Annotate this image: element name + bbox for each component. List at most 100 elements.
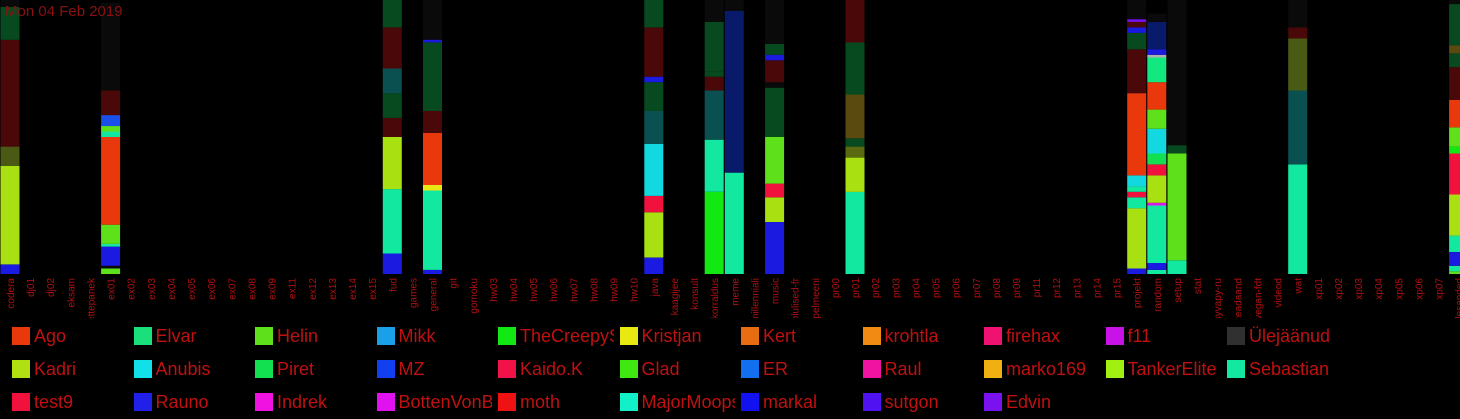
legend-item: sutgon — [862, 390, 979, 414]
bar-segment-72-1 — [1449, 265, 1460, 272]
bar-segment-38-8 — [765, 43, 785, 55]
x-tick-label: teadaand — [1233, 278, 1244, 318]
bar-segment-35-2 — [704, 90, 724, 140]
bar-segment-42-1 — [845, 157, 865, 192]
bar-segment-56-6 — [1127, 93, 1147, 176]
bar-segment-21-7 — [423, 39, 442, 43]
legend-item: krohtla — [862, 324, 979, 348]
bar-segment-57-12 — [1147, 49, 1167, 55]
bar-segment-57-4 — [1147, 175, 1167, 203]
legend-swatch — [1227, 327, 1245, 345]
legend-item: ER — [741, 357, 857, 381]
x-tick-label: hw03 — [489, 278, 500, 302]
bar-segment-42-5 — [845, 42, 865, 95]
x-tick-label: hw10 — [630, 278, 641, 302]
legend-item: Piret — [255, 357, 371, 381]
bar-segment-72-7 — [1449, 127, 1460, 147]
legend-item: test9 — [12, 390, 128, 414]
bar-segment-5-8 — [101, 115, 121, 127]
legend-item: Anubis — [133, 357, 250, 381]
bar-segment-0-5 — [0, 0, 20, 7]
legend-label: sutgon — [884, 391, 939, 412]
x-tick-label: fud — [388, 278, 399, 292]
legend-item: Elvar — [133, 324, 250, 348]
legend-label: Indrek — [277, 391, 328, 412]
bar-segment-19-1 — [382, 189, 402, 254]
x-tick-label: pr09 — [1012, 278, 1023, 298]
bar-segment-38-6 — [765, 60, 785, 83]
x-tick-label: pr05 — [932, 278, 943, 298]
legend-item: TheCreepySh — [498, 324, 614, 348]
bar-segment-58-2 — [1167, 145, 1187, 154]
legend-item: Ülejäänud — [1227, 324, 1343, 348]
x-tick-label: ex03 — [147, 278, 158, 300]
bar-segment-21-0 — [423, 269, 442, 274]
x-tick-label: vegan-fdt — [1253, 278, 1264, 318]
legend-swatch — [133, 393, 152, 411]
x-tick-label: pr02 — [871, 278, 882, 298]
x-tick-label: ex06 — [207, 278, 218, 300]
legend-item: Rauno — [133, 390, 250, 414]
x-tick-label: xp06 — [1414, 278, 1425, 300]
x-tick-label: wat — [1294, 278, 1305, 295]
x-tick-label: ex12 — [308, 278, 319, 300]
bar-segment-21-8 — [423, 0, 442, 40]
legend-label: Piret — [277, 358, 315, 379]
x-tick-label: ex13 — [328, 278, 339, 300]
bar-segment-42-3 — [845, 138, 865, 147]
legend-swatch — [619, 360, 638, 378]
bar-segment-32-2 — [644, 195, 664, 213]
bar-segment-56-10 — [1127, 21, 1147, 28]
bar-segment-57-5 — [1147, 164, 1167, 176]
x-tick-label: kaagijee — [670, 278, 681, 316]
x-tick-label: codera — [6, 278, 17, 309]
x-tick-label: millenniali — [750, 278, 761, 318]
legend-label: Kert — [763, 325, 797, 346]
x-tick-label: eksam — [66, 278, 77, 307]
bar-segment-0-2 — [0, 146, 20, 166]
legend-label: Raul — [884, 358, 922, 379]
x-tick-label: pr11 — [1032, 278, 1043, 298]
bar-segment-57-1 — [1147, 263, 1167, 270]
x-tick-label: xp01 — [1314, 278, 1325, 300]
bar-segment-64-2 — [1288, 38, 1308, 91]
bar-segment-32-3 — [644, 143, 664, 196]
bar-segment-57-11 — [1147, 54, 1167, 58]
legend-item: markal — [741, 390, 857, 414]
legend-label: TankerElite — [1127, 358, 1217, 379]
bar-segment-42-6 — [845, 0, 865, 43]
legend-swatch — [133, 360, 152, 378]
bar-segment-0-4 — [0, 6, 20, 40]
bar-segment-19-4 — [382, 93, 402, 118]
legend-swatch — [984, 327, 1002, 345]
legend-label: Kaido.K — [520, 358, 584, 379]
bar-segment-21-3 — [423, 179, 442, 185]
legend-label: firehax — [1006, 325, 1061, 346]
bar-segment-19-7 — [382, 0, 402, 28]
x-tick-label: xp04 — [1374, 278, 1385, 300]
bar-segment-72-3 — [1449, 235, 1460, 252]
legend-swatch — [862, 327, 881, 345]
bar-segment-35-4 — [704, 71, 724, 77]
stacked-bar-chart: codera dj01 dj02 eksam ettepanek ex01 ex02 ex03… — [0, 0, 1460, 318]
legend-item: Kadri — [12, 357, 128, 381]
legend-label: Anubis — [155, 358, 211, 379]
bar-segment-0-3 — [0, 39, 20, 147]
bar-segment-35-5 — [704, 21, 724, 72]
bar-segment-32-0 — [644, 257, 664, 274]
legend-item: Kristjan — [619, 324, 736, 348]
bar-segment-35-6 — [704, 0, 724, 22]
legend-label: Glad — [641, 358, 680, 379]
bar-segment-56-4 — [1127, 186, 1147, 192]
legend-swatch — [1105, 327, 1124, 345]
legend-item: Kert — [741, 324, 857, 348]
x-tick-label: pr04 — [911, 278, 922, 298]
bar-segment-32-6 — [644, 76, 664, 83]
bar-segment-58-0 — [1167, 260, 1187, 274]
legend-swatch — [619, 327, 638, 345]
x-tick-label: dj01 — [26, 278, 37, 297]
bar-segment-72-2 — [1449, 252, 1460, 266]
legend-swatch — [498, 360, 516, 378]
x-tick-label: olulised-fr — [791, 277, 802, 318]
bar-segment-58-3 — [1167, 0, 1187, 146]
